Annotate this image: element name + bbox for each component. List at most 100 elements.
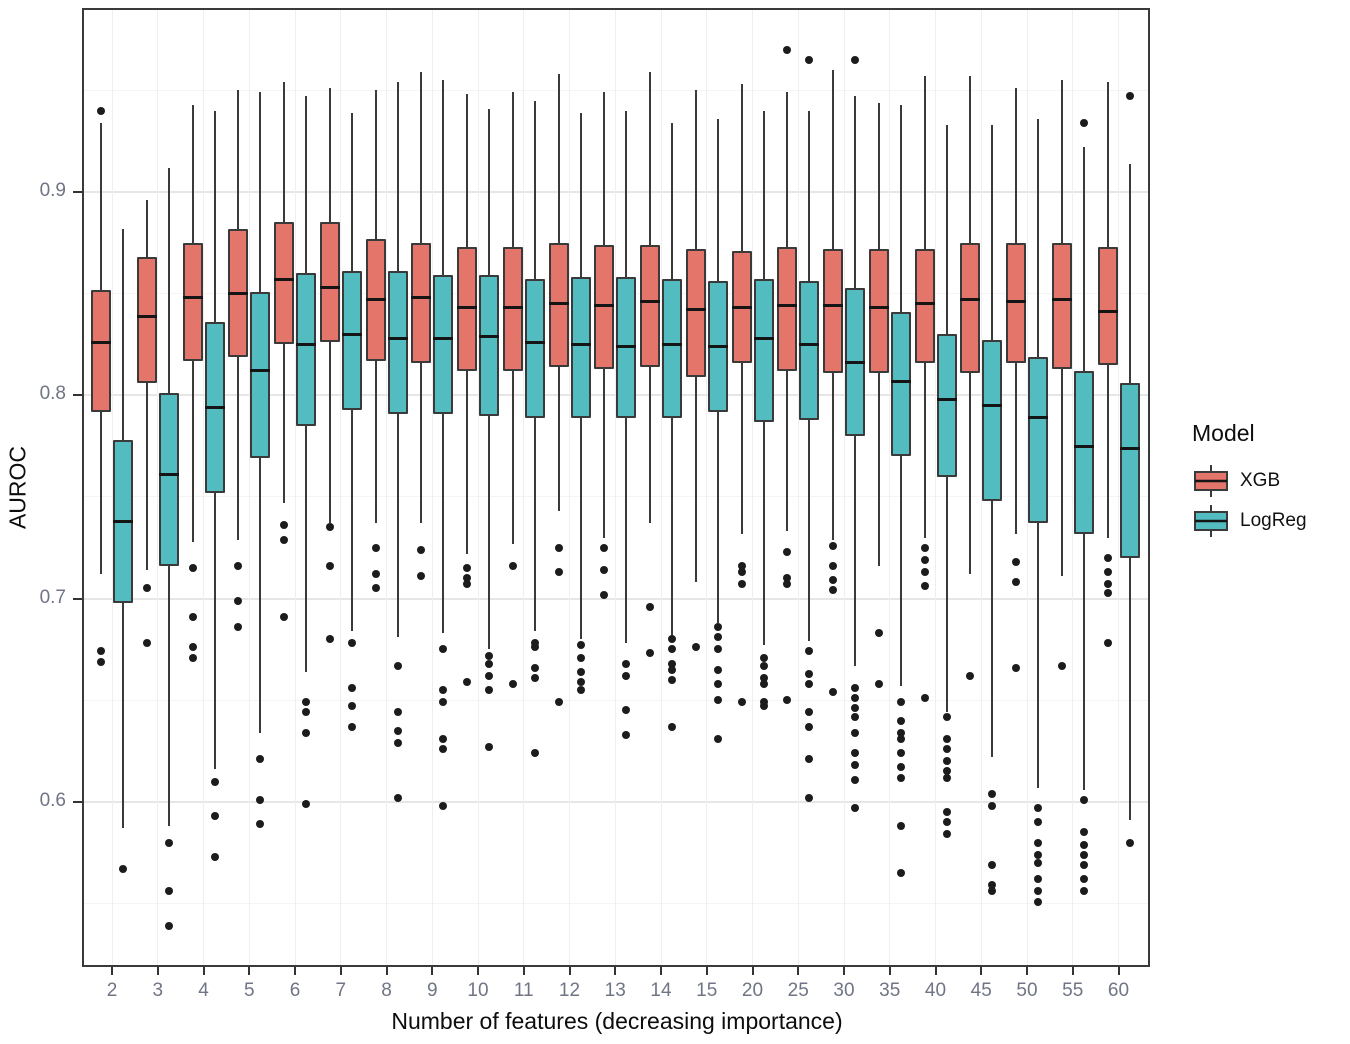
- median-xgb-11: [502, 306, 523, 310]
- legend-label-xgb: XGB: [1240, 470, 1281, 491]
- outlier-xgb-25: [783, 574, 792, 583]
- outlier-logreg-9: [439, 801, 448, 810]
- outlier-logreg-55: [1079, 860, 1088, 869]
- x-tick: [1071, 967, 1074, 975]
- x-tick-label: 55: [1062, 980, 1084, 1001]
- whisker-lower-logreg-4: [213, 492, 216, 770]
- outlier-xgb-60: [1103, 580, 1112, 589]
- outlier-logreg-8: [393, 738, 402, 747]
- outlier-logreg-7: [347, 702, 356, 711]
- outlier-xgb-11: [508, 562, 517, 571]
- xgb-boxplot-key-icon: [1192, 463, 1230, 499]
- x-tick: [751, 967, 754, 975]
- x-tick-label: 14: [650, 980, 672, 1001]
- median-logreg-11: [524, 340, 545, 344]
- outlier-logreg-15: [713, 645, 722, 654]
- x-tick: [385, 967, 388, 975]
- outlier-logreg-45: [988, 887, 997, 896]
- gridline-vertical: [706, 10, 708, 965]
- gridline-vertical: [980, 10, 982, 965]
- box-xgb-30: [823, 248, 843, 373]
- median-logreg-50: [1028, 416, 1048, 420]
- whisker-upper-logreg-55: [1082, 147, 1085, 371]
- outlier-logreg-55: [1079, 118, 1088, 127]
- gridline-major: [84, 191, 1148, 193]
- box-logreg-35: [890, 311, 911, 457]
- box-logreg-50: [1028, 356, 1048, 524]
- outlier-logreg-10: [485, 659, 493, 668]
- outlier-logreg-4: [210, 812, 219, 821]
- whisker-lower-logreg-6: [305, 425, 307, 672]
- outlier-logreg-50: [1034, 838, 1042, 847]
- outlier-logreg-6: [302, 799, 310, 808]
- gridline-vertical: [752, 10, 753, 965]
- x-tick: [705, 967, 708, 975]
- gridline-vertical: [203, 10, 204, 965]
- whisker-upper-xgb-60: [1106, 82, 1109, 247]
- whisker-lower-xgb-2: [100, 411, 102, 575]
- gridline-vertical: [477, 10, 479, 965]
- whisker-upper-xgb-20: [740, 84, 743, 251]
- outlier-logreg-25: [805, 647, 814, 656]
- outlier-xgb-5: [234, 623, 243, 632]
- box-xgb-15: [685, 248, 706, 377]
- median-xgb-9: [411, 296, 432, 300]
- whisker-lower-logreg-25: [808, 419, 811, 642]
- median-xgb-20: [731, 306, 752, 310]
- whisker-upper-logreg-7: [350, 112, 353, 272]
- box-xgb-2: [91, 289, 111, 412]
- outlier-xgb-13: [600, 590, 609, 599]
- outlier-xgb-60: [1103, 553, 1112, 562]
- x-tick: [1117, 967, 1120, 975]
- outlier-xgb-35: [874, 679, 883, 688]
- outlier-xgb-4: [188, 653, 197, 662]
- median-logreg-35: [890, 379, 911, 383]
- outlier-logreg-50: [1034, 818, 1042, 827]
- legend-entry-xgb: XGB: [1192, 461, 1342, 501]
- whisker-upper-logreg-2: [122, 228, 124, 441]
- x-tick-label: 9: [426, 980, 438, 1001]
- whisker-upper-logreg-9: [442, 80, 445, 276]
- outlier-logreg-15: [713, 633, 722, 642]
- median-xgb-10: [457, 306, 477, 310]
- gridline-vertical: [660, 10, 662, 965]
- outlier-xgb-35: [874, 629, 883, 638]
- outlier-xgb-25: [783, 580, 792, 589]
- whisker-upper-xgb-6: [283, 82, 285, 223]
- x-tick-label: 10: [467, 980, 489, 1001]
- box-logreg-60: [1119, 383, 1140, 558]
- outlier-xgb-10: [463, 574, 471, 583]
- outlier-xgb-7: [325, 562, 334, 571]
- outlier-logreg-30: [851, 749, 859, 758]
- whisker-lower-logreg-30: [854, 435, 856, 666]
- outlier-logreg-55: [1079, 887, 1088, 896]
- outlier-logreg-25: [805, 793, 814, 802]
- gridline-vertical: [294, 10, 296, 965]
- x-tick-label: 6: [289, 980, 301, 1001]
- whisker-upper-xgb-9: [420, 72, 423, 243]
- whisker-upper-xgb-11: [511, 92, 514, 247]
- outlier-logreg-35: [896, 763, 905, 772]
- outlier-logreg-4: [210, 852, 219, 861]
- outlier-xgb-60: [1103, 588, 1112, 597]
- whisker-lower-logreg-9: [442, 413, 445, 634]
- outlier-xgb-4: [188, 564, 197, 573]
- x-tick: [202, 967, 205, 975]
- outlier-logreg-9: [439, 645, 448, 654]
- outlier-logreg-50: [1034, 897, 1042, 906]
- outlier-logreg-14: [668, 722, 676, 731]
- whisker-upper-logreg-40: [945, 124, 948, 335]
- outlier-xgb-20: [737, 698, 746, 707]
- median-xgb-50: [1006, 300, 1026, 304]
- x-tick-label: 20: [741, 980, 764, 1001]
- x-tick-label: 50: [1016, 980, 1038, 1001]
- whisker-upper-xgb-12: [557, 74, 560, 243]
- outlier-xgb-12: [554, 698, 563, 707]
- outlier-logreg-20: [759, 653, 768, 662]
- box-logreg-12: [570, 277, 591, 418]
- outlier-xgb-13: [600, 566, 609, 575]
- whisker-lower-logreg-50: [1037, 523, 1039, 788]
- gridline-vertical: [935, 10, 936, 965]
- outlier-logreg-50: [1034, 875, 1042, 884]
- median-xgb-12: [548, 302, 569, 306]
